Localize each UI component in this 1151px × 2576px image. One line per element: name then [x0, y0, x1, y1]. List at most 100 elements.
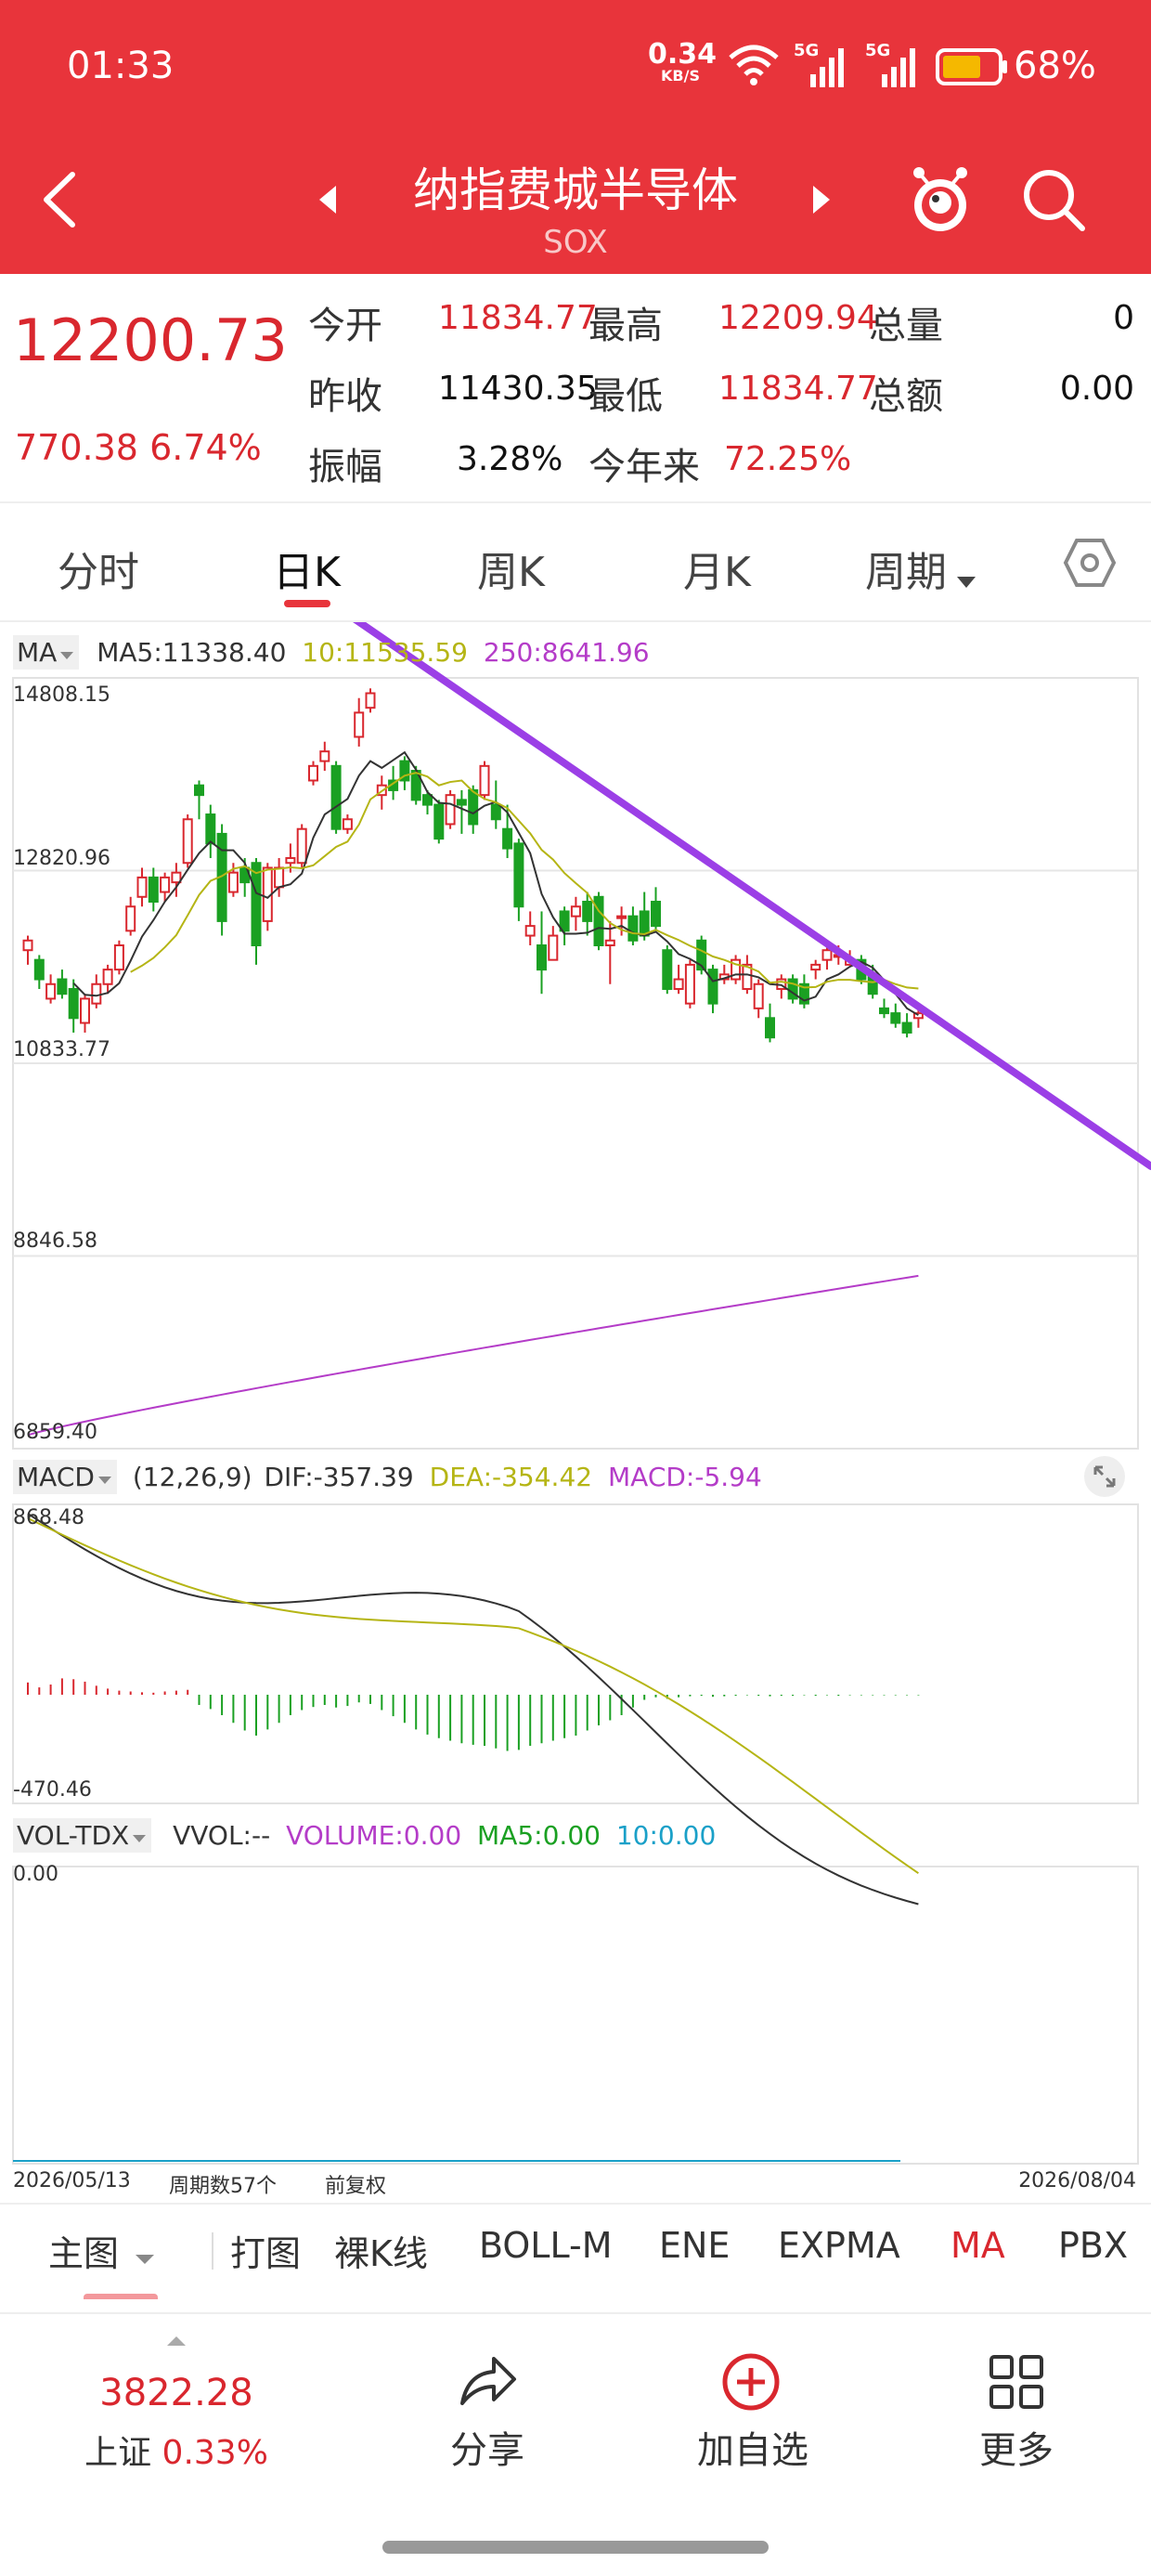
candle-body [445, 794, 456, 826]
candle-body [479, 764, 490, 797]
add-watchlist-button[interactable]: 加自选 [697, 2429, 808, 2472]
candle-body [502, 827, 513, 850]
axis-label: 6859.40 [13, 1421, 97, 1444]
candle [627, 906, 639, 946]
candle [68, 979, 79, 1033]
candle [616, 906, 627, 936]
amount-label: 总额 [869, 375, 943, 418]
candle-body [627, 915, 639, 942]
panel-frame [12, 1866, 1139, 2165]
macd-selector[interactable]: MACD [13, 1460, 117, 1494]
candle [319, 741, 330, 772]
divider [0, 501, 1151, 503]
candle-body [113, 944, 124, 971]
candle [342, 814, 353, 834]
candle [810, 959, 821, 980]
search-icon[interactable] [1019, 165, 1088, 234]
candle-body [274, 866, 285, 889]
candle-body [731, 958, 742, 981]
candle-body [102, 969, 113, 985]
candle-body [80, 997, 90, 1024]
axis-label: 14808.15 [13, 683, 110, 707]
candle [662, 945, 673, 995]
candle [330, 761, 342, 834]
adjust-mode: 前复权 [325, 2175, 387, 2198]
index-value[interactable]: 3822.28 [99, 2372, 253, 2414]
amount-value: 0.00 [1059, 370, 1134, 408]
candle-body [91, 982, 102, 1005]
indicator-tab-active[interactable]: MA [951, 2225, 1005, 2266]
candle-body [537, 944, 547, 971]
candle [696, 935, 707, 975]
hidden-tab-row [0, 2294, 1151, 2314]
candle [707, 964, 718, 1014]
tab-monthly-k[interactable]: 月K [683, 549, 751, 596]
vol-selector[interactable]: VOL-TDX [13, 1818, 152, 1853]
candle [468, 785, 479, 834]
ma-selector[interactable]: MA [13, 635, 80, 670]
next-stock-icon[interactable] [809, 184, 834, 215]
candle-body [673, 978, 684, 990]
candle-body [582, 901, 593, 922]
candle [91, 974, 102, 1008]
divider [0, 620, 1151, 622]
volume-value: 0 [1113, 299, 1134, 337]
candle [102, 964, 113, 995]
candle [559, 906, 570, 946]
divider [0, 2203, 1151, 2205]
mascot-icon[interactable] [908, 163, 973, 238]
candle [821, 945, 833, 970]
stock-code: SOX [543, 224, 608, 261]
home-indicator[interactable] [382, 2541, 769, 2554]
more-grid-icon[interactable] [988, 2353, 1045, 2411]
share-icon[interactable] [455, 2353, 520, 2409]
main-chart-selector[interactable]: 主图 [48, 2225, 156, 2276]
candle-body [821, 949, 833, 961]
indicator-tab[interactable]: PBX [1058, 2225, 1129, 2266]
candle [160, 872, 171, 903]
candle [296, 824, 307, 868]
candle-body [684, 963, 695, 1005]
candle [399, 756, 410, 790]
indicator-tab[interactable]: EXPMA [778, 2225, 900, 2266]
ma-legend: MA MA5:11338.40 10:11535.59 250:8641.96 [13, 635, 650, 670]
candle [365, 688, 376, 713]
battery-level: 68% [1014, 45, 1096, 87]
candle-body [490, 803, 501, 821]
tab-intraday[interactable]: 分时 [58, 549, 139, 596]
tab-period[interactable]: 周期 [865, 539, 977, 598]
dropdown-arrow-icon [957, 576, 976, 588]
tab-weekly-k[interactable]: 周K [477, 549, 545, 596]
prev-stock-icon[interactable] [316, 184, 340, 215]
kline-chart[interactable] [0, 622, 1151, 2201]
expand-icon[interactable] [1082, 1454, 1127, 1499]
candle-body [399, 760, 410, 782]
status-time: 01:33 [67, 45, 175, 87]
indicator-tab[interactable]: 打图 [230, 2233, 302, 2274]
more-button[interactable]: 更多 [979, 2429, 1054, 2472]
ma5-value: MA5:11338.40 [97, 637, 287, 668]
candle [33, 955, 45, 989]
low-value: 11834.77 [718, 370, 878, 408]
macd-axis-top: 868.48 [13, 1506, 84, 1529]
settings-hexagon-icon[interactable] [1062, 535, 1118, 591]
candle-body [798, 982, 809, 1005]
indicator-tab[interactable]: 裸K线 [334, 2233, 428, 2274]
index-info[interactable]: 上证 0.33% [84, 2434, 268, 2472]
candle [718, 964, 730, 984]
add-watchlist-icon[interactable] [720, 2351, 782, 2413]
prev-close-label: 昨收 [308, 375, 382, 418]
high-label: 最高 [588, 305, 663, 347]
candle [22, 935, 33, 965]
indicator-tab[interactable]: BOLL-M [479, 2225, 613, 2266]
trend-line [353, 622, 1151, 1170]
candle-body [285, 857, 296, 865]
back-arrow-icon[interactable] [37, 167, 84, 232]
candle [422, 789, 433, 815]
share-button[interactable]: 分享 [450, 2429, 524, 2472]
candle [433, 800, 445, 844]
candle-body [319, 750, 330, 762]
tab-daily-k[interactable]: 日K [273, 549, 341, 596]
indicator-tab[interactable]: ENE [659, 2225, 731, 2266]
candle [684, 959, 695, 1008]
